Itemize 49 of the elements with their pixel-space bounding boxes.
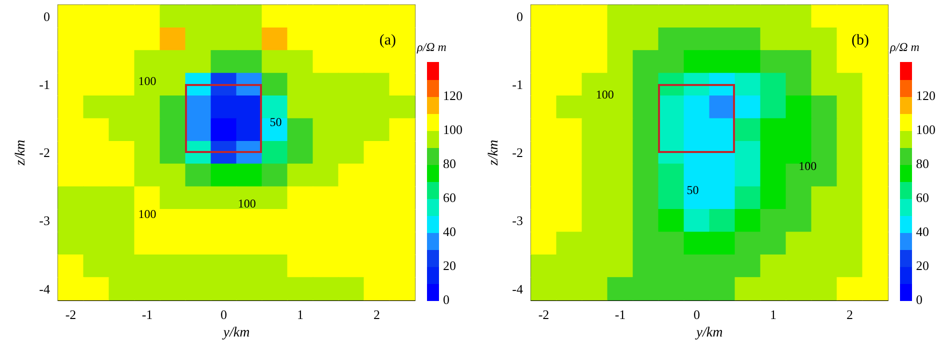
color-bar-label: 100 (443, 122, 462, 138)
text: (a) (379, 32, 396, 48)
color-bar-label: 60 (916, 190, 929, 206)
color-bar-label: 80 (916, 156, 929, 172)
annotation: 50 (686, 183, 699, 198)
color-bar-label: 80 (443, 156, 456, 172)
annotation: 100 (238, 196, 256, 211)
x-tick-label: 0 (220, 307, 227, 322)
y-axis-title: z/km (14, 140, 28, 166)
x-tick-label: 1 (297, 307, 304, 322)
annotation: 50 (270, 114, 282, 129)
annotation: 100 (596, 88, 614, 102)
x-axis-title: y/km (221, 326, 250, 340)
annotation: 100 (798, 159, 817, 174)
y-axis-title: z/km (486, 140, 502, 166)
annotation: 100 (138, 74, 156, 88)
y-tick-label: 0 (516, 8, 523, 24)
y-tick-label: -3 (512, 213, 523, 228)
x-tick-label: -1 (142, 307, 153, 322)
y-tick-label: -2 (512, 145, 523, 160)
y-tick-label: -2 (39, 145, 50, 160)
y-tick-label: 0 (44, 8, 50, 24)
x-tick-label: 0 (694, 307, 700, 322)
annotation: 100 (138, 206, 156, 221)
x-tick-label: -1 (614, 307, 626, 322)
color-bar-title: ρ/Ω m (417, 40, 446, 55)
color-bar-label: 40 (443, 224, 456, 240)
y-tick-label: -1 (39, 76, 50, 92)
color-bar-label: 100 (916, 122, 936, 138)
y-tick-label: -4 (39, 281, 50, 296)
x-tick-label: -2 (538, 307, 550, 322)
x-axis-title: y/km (694, 326, 723, 340)
y-tick-label: -4 (512, 281, 524, 296)
y-tick-label: -1 (512, 76, 523, 92)
color-bar-label: 0 (916, 292, 922, 308)
color-bar-label: 40 (916, 224, 929, 240)
x-tick-label: 2 (374, 307, 380, 322)
y-tick-label: -3 (39, 213, 50, 228)
color-bar-label: 20 (443, 258, 456, 274)
text: (b) (852, 32, 870, 48)
color-bar-label: 120 (443, 88, 462, 104)
x-tick-label: 2 (846, 307, 853, 322)
color-bar-label: 120 (916, 88, 936, 104)
color-bar-label: 20 (916, 258, 929, 274)
color-bar-label: 0 (443, 292, 450, 308)
color-bar-label: 60 (443, 190, 456, 206)
x-tick-label: -2 (65, 307, 76, 322)
color-bar-title: ρ/Ω m (890, 40, 920, 55)
x-tick-label: 1 (770, 307, 776, 322)
